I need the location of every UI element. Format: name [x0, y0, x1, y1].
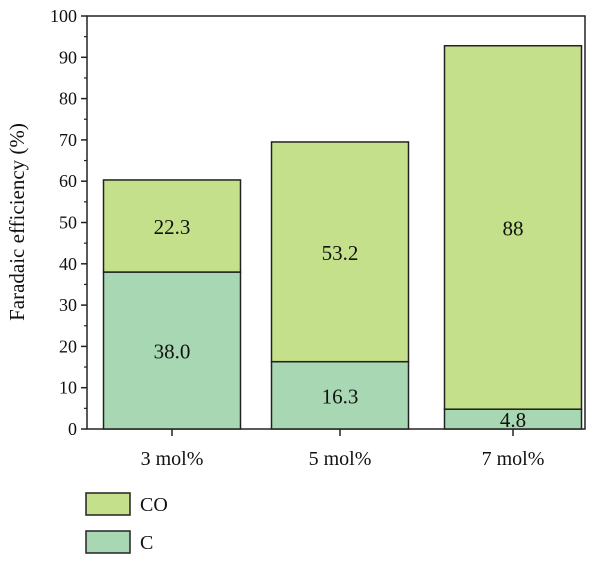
y-tick-label: 70 [59, 130, 77, 150]
y-tick-label: 50 [59, 213, 77, 233]
x-tick-label: 3 mol% [141, 448, 204, 470]
bar-segment-co [102, 179, 242, 273]
legend-swatch-co [85, 492, 131, 516]
legend-swatch-c [85, 530, 131, 554]
y-tick-label: 10 [59, 378, 77, 398]
bar-segment-co [270, 141, 410, 363]
bar-segment-co [443, 44, 583, 410]
x-tick-label: 7 mol% [482, 448, 545, 470]
data-label: 22.3 [154, 215, 191, 239]
y-tick-label: 90 [59, 47, 77, 67]
data-label: 4.8 [500, 408, 526, 432]
y-tick-label: 80 [59, 89, 77, 109]
legend: CO C [85, 492, 168, 554]
legend-label-co: CO [140, 494, 168, 516]
plot-area: 0 10 20 30 40 50 60 70 80 90 100 38.0 22.3 3 mol% 16.3… [50, 6, 586, 470]
data-label: 88 [503, 216, 524, 240]
data-label: 53.2 [322, 241, 359, 265]
y-tick-label: 0 [68, 419, 77, 439]
y-tick-label: 40 [59, 254, 77, 274]
y-tick-label: 20 [59, 336, 77, 356]
legend-label-c: C [140, 532, 153, 554]
data-label: 38.0 [154, 340, 191, 364]
data-label: 16.3 [322, 384, 359, 408]
y-tick-label: 100 [50, 6, 77, 26]
bar-segment-c [270, 360, 410, 430]
x-tick-label: 5 mol% [309, 448, 372, 470]
y-axis-title: Faradaic efficiency (%) [5, 123, 29, 321]
y-tick-label: 60 [59, 171, 77, 191]
y-tick-label: 30 [59, 295, 77, 315]
